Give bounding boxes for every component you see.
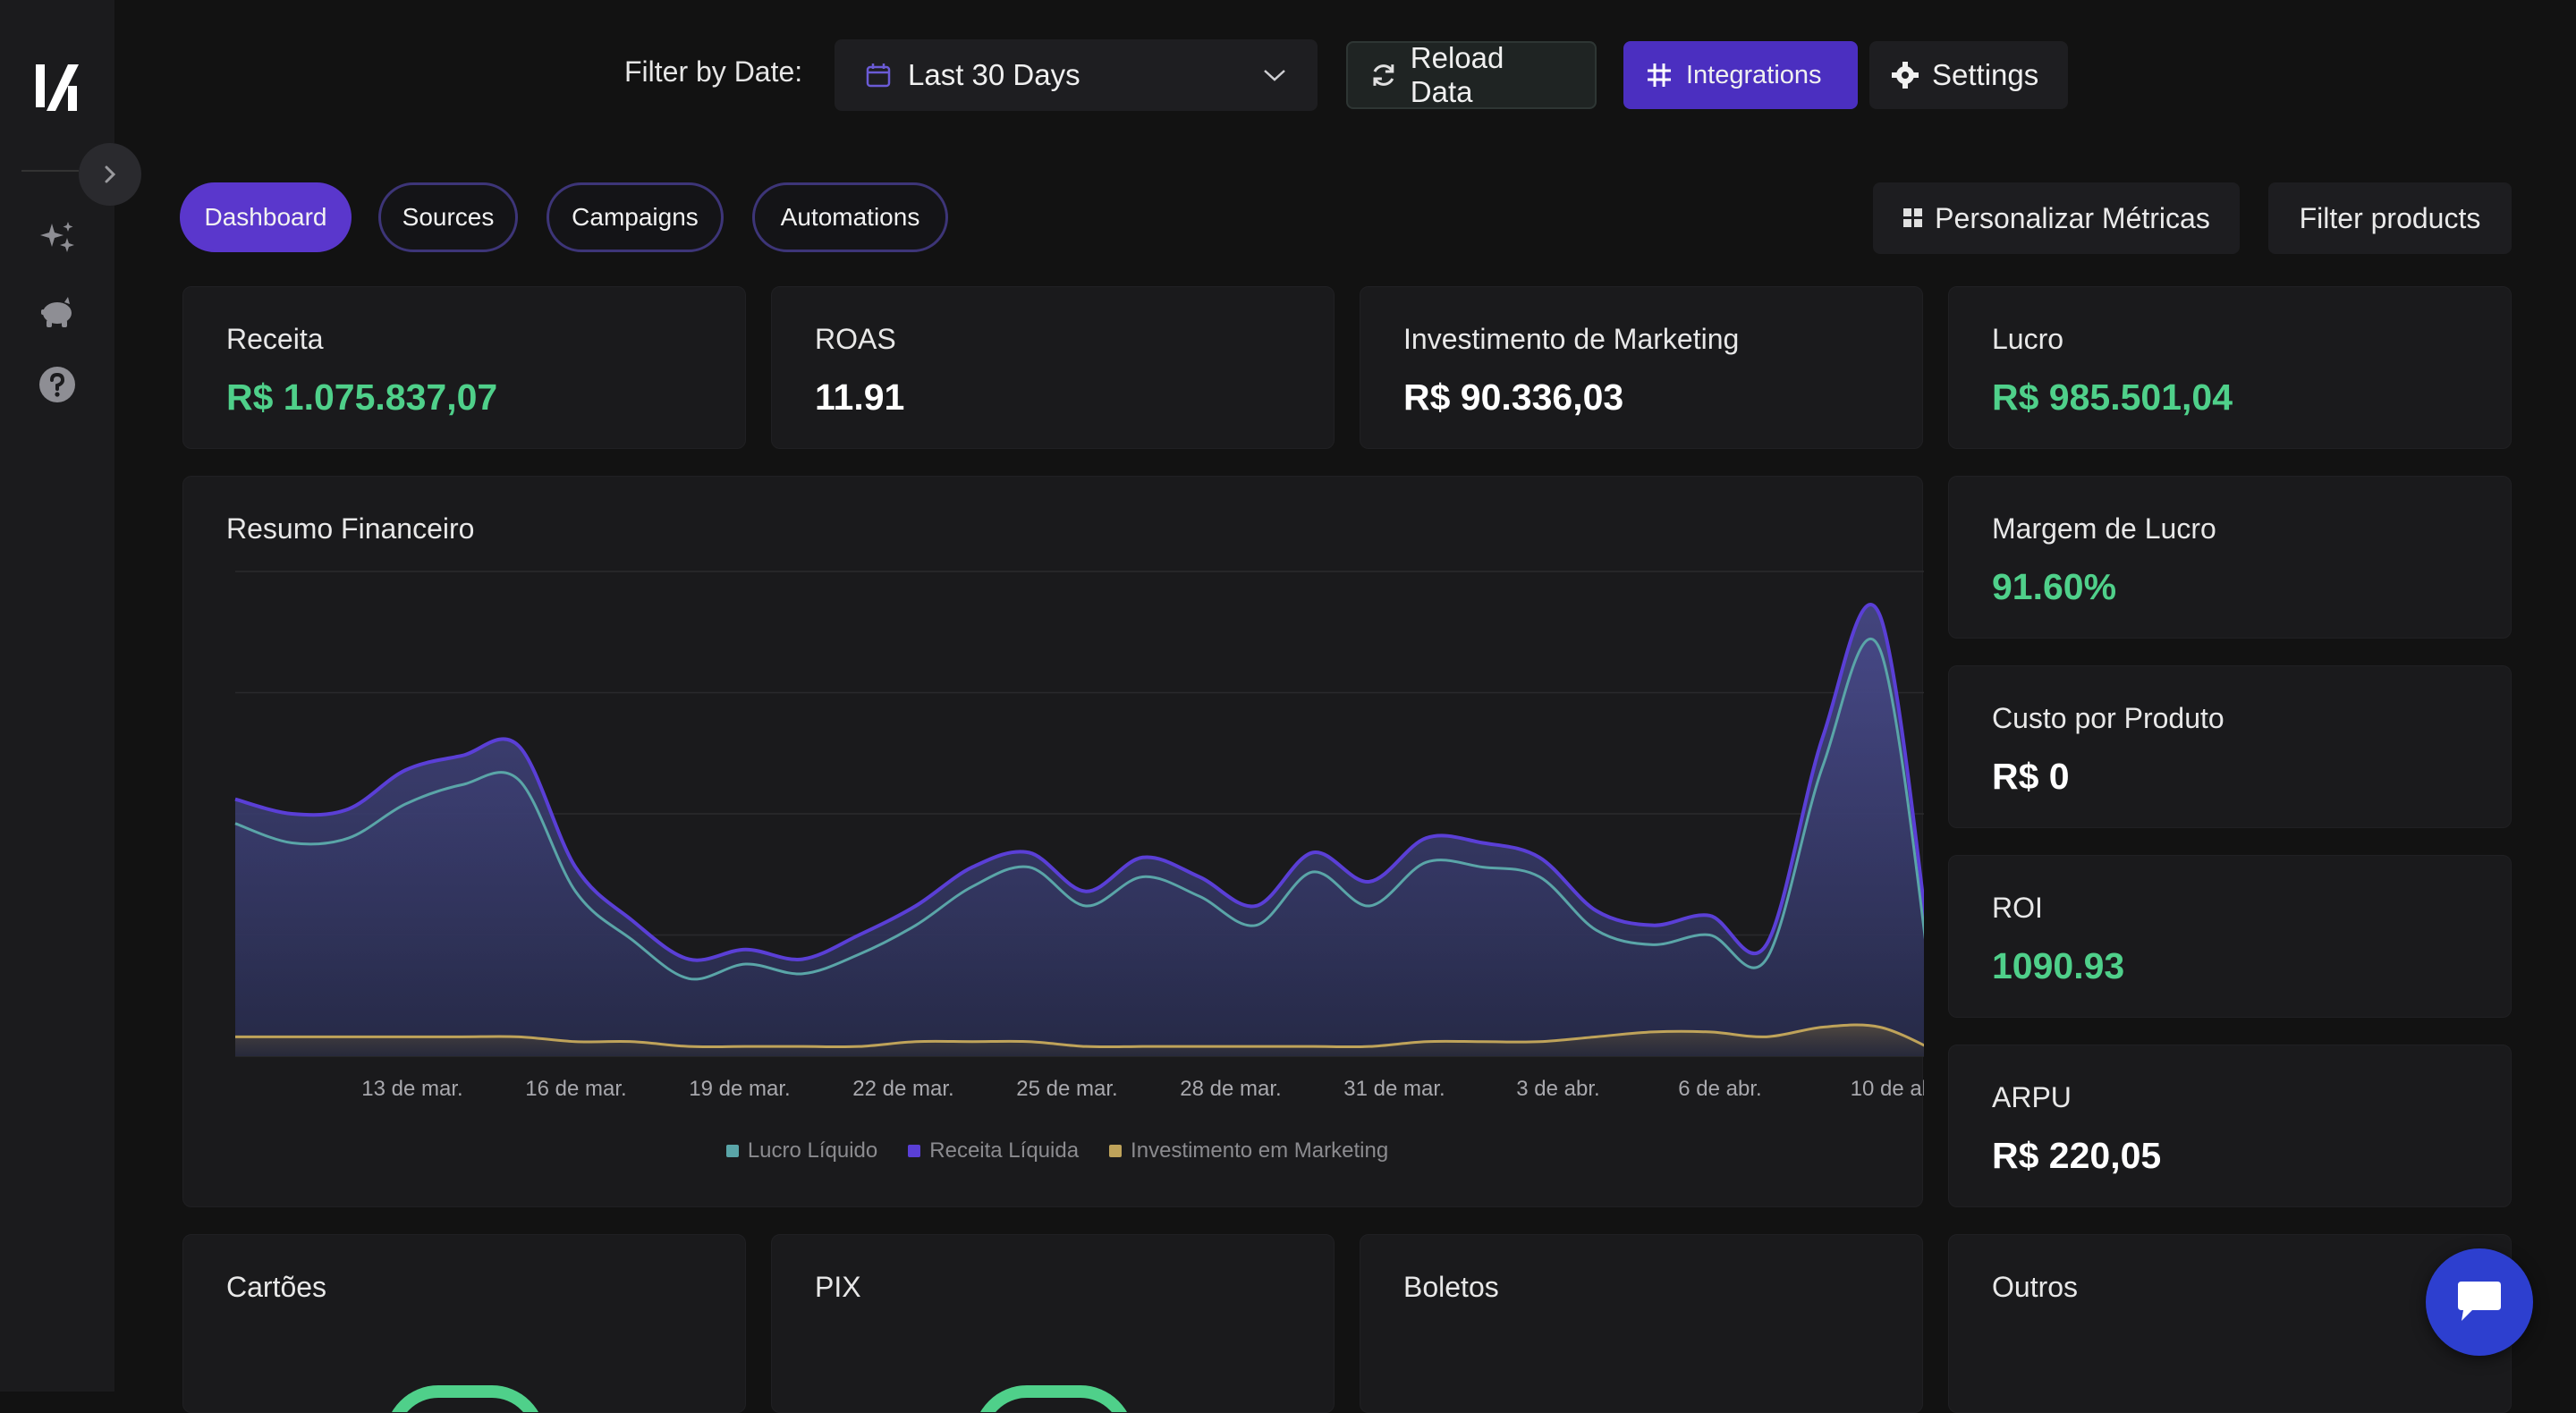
kpi-value: R$ 90.336,03	[1403, 377, 1624, 418]
customize-metrics-button[interactable]: Personalizar Métricas	[1873, 182, 2240, 254]
kpi-card-investimento: Investimento de Marketing R$ 90.336,03	[1360, 286, 1923, 449]
series-investimento-line	[235, 1023, 1924, 1049]
settings-button[interactable]: Settings	[1869, 41, 2068, 109]
x-tick-label: 16 de mar.	[525, 1077, 626, 1101]
integrations-icon	[1648, 63, 1671, 87]
tab-campaigns[interactable]: Campaigns	[547, 182, 724, 252]
x-tick-label: 28 de mar.	[1180, 1077, 1281, 1101]
x-tick-label: 13 de mar.	[361, 1077, 462, 1101]
kpi-value: 1090.93	[1992, 945, 2125, 986]
legend-swatch	[1109, 1145, 1123, 1157]
kpi-card-roas: ROAS 11.91	[771, 286, 1335, 449]
kpi-value: 91.60%	[1992, 566, 2117, 607]
date-range-select[interactable]: Last 30 Days	[835, 39, 1318, 111]
legend-item-receita[interactable]: Receita Líquida	[908, 1138, 1079, 1163]
financial-summary-chart: 13 de mar. 16 de mar. 19 de mar. 22 de mar.…	[234, 571, 1924, 1101]
chat-bubble-icon	[2458, 1282, 2501, 1321]
app-logo[interactable]	[32, 59, 82, 113]
payment-card-title: Outros	[1992, 1271, 2079, 1303]
chevron-down-icon	[1264, 70, 1285, 81]
chat-support-button[interactable]	[2426, 1248, 2533, 1356]
kpi-label: ARPU	[1992, 1081, 2072, 1113]
kpi-label: Lucro	[1992, 323, 2064, 355]
payment-card-boletos: Boletos	[1360, 1234, 1923, 1413]
kpi-card-custo: Custo por Produto R$ 0	[1948, 665, 2512, 828]
x-tick-label: 31 de mar.	[1343, 1077, 1445, 1101]
settings-label: Settings	[1932, 58, 2039, 91]
chevron-right-icon	[105, 165, 116, 183]
calendar-icon	[866, 63, 891, 88]
customize-metrics-label: Personalizar Métricas	[1935, 201, 2210, 234]
legend-swatch	[908, 1145, 921, 1157]
kpi-card-receita: Receita R$ 1.075.837,07	[182, 286, 746, 449]
x-tick-label: 6 de abr.	[1678, 1077, 1761, 1101]
sidebar	[0, 0, 141, 1392]
kpi-card-roi: ROI 1090.93	[1948, 855, 2512, 1018]
payment-card-title: Boletos	[1403, 1271, 1499, 1303]
legend-label: Investimento em Marketing	[1131, 1138, 1389, 1163]
kpi-label: Investimento de Marketing	[1403, 323, 1740, 355]
kpi-label: Margem de Lucro	[1992, 512, 2216, 545]
payment-card-title: Cartões	[226, 1271, 327, 1303]
sparkles-icon[interactable]	[36, 216, 79, 259]
kpi-value: R$ 0	[1992, 756, 2070, 797]
series-lucro-area	[235, 639, 1924, 1056]
reload-data-label: Reload Data	[1410, 41, 1504, 108]
sidebar-expand-button[interactable]	[79, 143, 141, 206]
payment-card-title: PIX	[815, 1271, 861, 1303]
gear-icon	[1892, 62, 1919, 89]
sidebar-divider	[21, 170, 79, 172]
x-tick-label: 10 de abr.	[1851, 1077, 1924, 1101]
kpi-value: R$ 1.075.837,07	[226, 377, 498, 418]
main-content: Filter by Date: Last 30 Days Reload Data…	[114, 0, 2576, 1413]
chart-legend: Lucro Líquido Receita Líquida Investimen…	[183, 1138, 1931, 1163]
legend-item-lucro[interactable]: Lucro Líquido	[725, 1138, 878, 1163]
help-circle-icon[interactable]	[36, 363, 79, 406]
filter-by-date-label: Filter by Date:	[624, 55, 803, 88]
date-range-value: Last 30 Days	[908, 58, 1080, 91]
payment-card-cartoes: Cartões	[182, 1234, 746, 1413]
kpi-value: R$ 220,05	[1992, 1135, 2162, 1176]
series-receita-line	[234, 603, 1924, 962]
x-tick-label: 22 de mar.	[852, 1077, 953, 1101]
reload-data-button[interactable]: Reload Data	[1346, 41, 1597, 109]
payment-card-pix: PIX	[771, 1234, 1335, 1413]
kpi-label: Custo por Produto	[1992, 702, 2224, 734]
kpi-label: ROAS	[815, 323, 896, 355]
kpi-label: Receita	[226, 323, 324, 355]
payment-card-outros: Outros	[1948, 1234, 2512, 1413]
legend-item-investimento[interactable]: Investimento em Marketing	[1109, 1138, 1388, 1163]
payment-donut-chart	[973, 1385, 1134, 1412]
kpi-value: 11.91	[815, 377, 905, 418]
refresh-icon	[1373, 64, 1394, 86]
filter-products-button[interactable]: Filter products	[2268, 182, 2512, 254]
x-tick-label: 25 de mar.	[1016, 1077, 1117, 1101]
grid-icon	[1903, 208, 1923, 227]
integrations-label: Integrations	[1686, 60, 1822, 89]
payment-donut-chart	[385, 1385, 546, 1412]
legend-label: Receita Líquida	[929, 1138, 1080, 1163]
integrations-button[interactable]: Integrations	[1623, 41, 1858, 109]
chart-title: Resumo Financeiro	[226, 512, 475, 545]
tab-automations[interactable]: Automations	[752, 182, 948, 252]
kpi-label: ROI	[1992, 892, 2043, 924]
series-investimento-area	[235, 1025, 1924, 1056]
financial-summary-card: Resumo Financeiro 13 de mar. 16 de mar. 19…	[182, 476, 1924, 1207]
kpi-card-arpu: ARPU R$ 220,05	[1948, 1045, 2512, 1207]
legend-swatch	[725, 1145, 739, 1157]
x-tick-label: 19 de mar.	[689, 1077, 790, 1101]
kpi-value: R$ 985.501,04	[1992, 377, 2233, 418]
legend-label: Lucro Líquido	[747, 1138, 878, 1163]
piggy-bank-icon[interactable]	[36, 290, 79, 333]
kpi-card-margem: Margem de Lucro 91.60%	[1948, 476, 2512, 639]
tab-sources[interactable]: Sources	[378, 182, 518, 252]
kpi-card-lucro: Lucro R$ 985.501,04	[1948, 286, 2512, 449]
series-lucro-line	[234, 638, 1924, 981]
x-tick-label: 3 de abr.	[1516, 1077, 1599, 1101]
tab-dashboard[interactable]: Dashboard	[180, 182, 352, 252]
